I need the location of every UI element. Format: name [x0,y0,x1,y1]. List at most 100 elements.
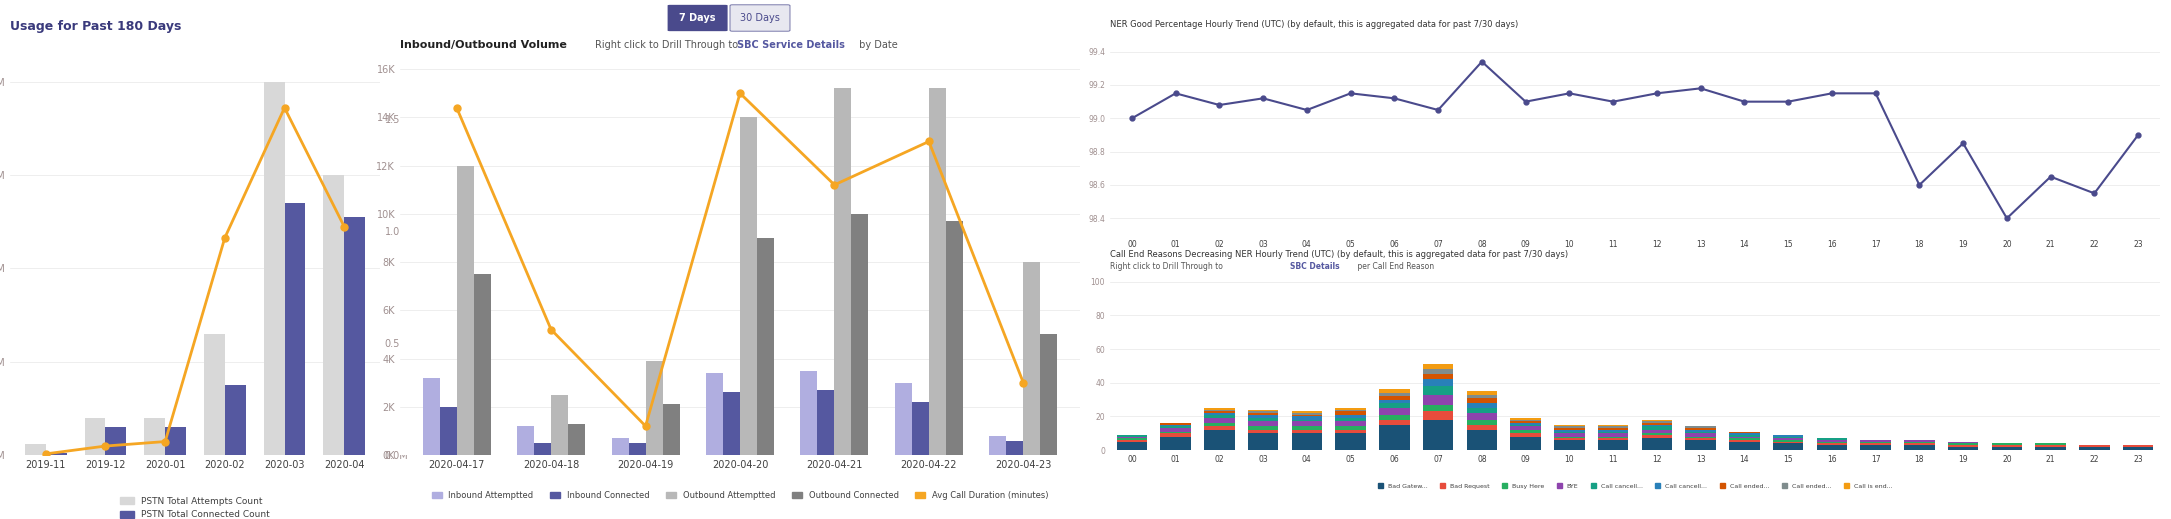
Bar [1598,425,1628,427]
Bar [1904,445,1934,450]
Bar [24,444,46,455]
Bar [1554,433,1585,436]
Text: 30 Days: 30 Days [740,13,779,23]
Bar [1685,433,1715,436]
Bar [1379,393,1409,396]
Bar [630,443,645,455]
Bar [143,418,165,455]
Text: per Call End Reason: per Call End Reason [1355,262,1435,271]
Bar [263,81,284,455]
Bar [912,402,929,455]
Bar [1947,445,1978,447]
Bar [551,395,569,455]
Bar [1728,438,1761,440]
Bar [645,361,662,455]
Bar [1554,430,1585,431]
Bar [1598,428,1628,430]
Bar [1292,416,1322,420]
Bar [1774,442,1804,443]
Text: SBC Service Details: SBC Service Details [736,40,845,50]
Bar [1947,442,1978,443]
Bar [323,175,345,455]
Bar [1422,374,1452,379]
Bar [345,217,365,455]
Bar [1379,403,1409,408]
Text: NER Good Percentage Hourly Trend (UTC) (by default, this is aggregated data for : NER Good Percentage Hourly Trend (UTC) (… [1109,20,1518,29]
Bar [1817,445,1848,450]
Bar [1817,440,1848,442]
Bar [1292,413,1322,415]
Bar [1817,443,1848,445]
Bar [1861,445,1891,450]
Bar [2080,445,2110,447]
Bar [1422,370,1452,374]
Bar [1379,396,1409,400]
Bar [473,274,491,455]
Bar [1904,443,1934,445]
Bar [1468,398,1498,403]
Bar [1023,262,1040,455]
Bar [1554,440,1585,450]
Bar [1817,438,1848,440]
Bar [1292,430,1322,433]
Bar [1205,409,1235,412]
Bar [801,371,818,455]
Bar [1248,412,1279,413]
Bar [1379,425,1409,450]
Bar [1641,420,1672,421]
Bar [2123,447,2154,450]
Bar [1116,442,1146,450]
Bar [818,390,834,455]
Bar [1774,435,1804,436]
Bar [740,117,758,455]
Bar [1554,431,1585,433]
Bar [1292,412,1322,413]
Bar [1248,427,1279,430]
Bar [423,378,441,455]
Bar [1861,443,1891,445]
Bar [1159,427,1192,428]
Bar [284,203,306,455]
Bar [1554,438,1585,440]
Bar [1292,427,1322,430]
Bar [1468,420,1498,425]
Bar [1422,412,1452,420]
Bar [2080,447,2110,450]
Bar [1248,433,1279,450]
Bar [1248,415,1279,418]
Bar [834,88,851,455]
Bar [1292,421,1322,427]
Bar [1774,438,1804,440]
Bar [1335,415,1366,418]
Bar [1468,413,1498,420]
Bar [1468,391,1498,394]
Bar [1205,412,1235,413]
Bar [1422,379,1452,386]
Bar [1205,427,1235,430]
Bar [758,238,775,455]
Bar [1205,418,1235,423]
Bar [1159,425,1192,427]
Bar [569,424,586,455]
Bar [1904,442,1934,443]
Text: by Date: by Date [855,40,897,50]
Text: 7 Days: 7 Days [680,13,716,23]
Bar [723,392,740,455]
Bar [1468,403,1498,408]
Text: Call End Reasons Decreasing NER Hourly Trend (UTC) (by default, this is aggregat: Call End Reasons Decreasing NER Hourly T… [1109,250,1567,259]
Bar [1379,415,1409,420]
Bar [165,427,187,455]
Bar [1511,418,1541,420]
Bar [1335,427,1366,430]
Bar [1248,413,1279,415]
Bar [1685,430,1715,431]
Bar [1159,431,1192,433]
Bar [441,407,456,455]
Bar [1040,334,1057,455]
Bar [662,404,680,455]
Bar [1205,408,1235,409]
Legend: Inbound Attemptted, Inbound Connected, Outbound Attemptted, Outbound Connected, : Inbound Attemptted, Inbound Connected, O… [428,488,1051,503]
Bar [947,221,964,455]
Bar [1511,436,1541,450]
Bar [1598,431,1628,433]
